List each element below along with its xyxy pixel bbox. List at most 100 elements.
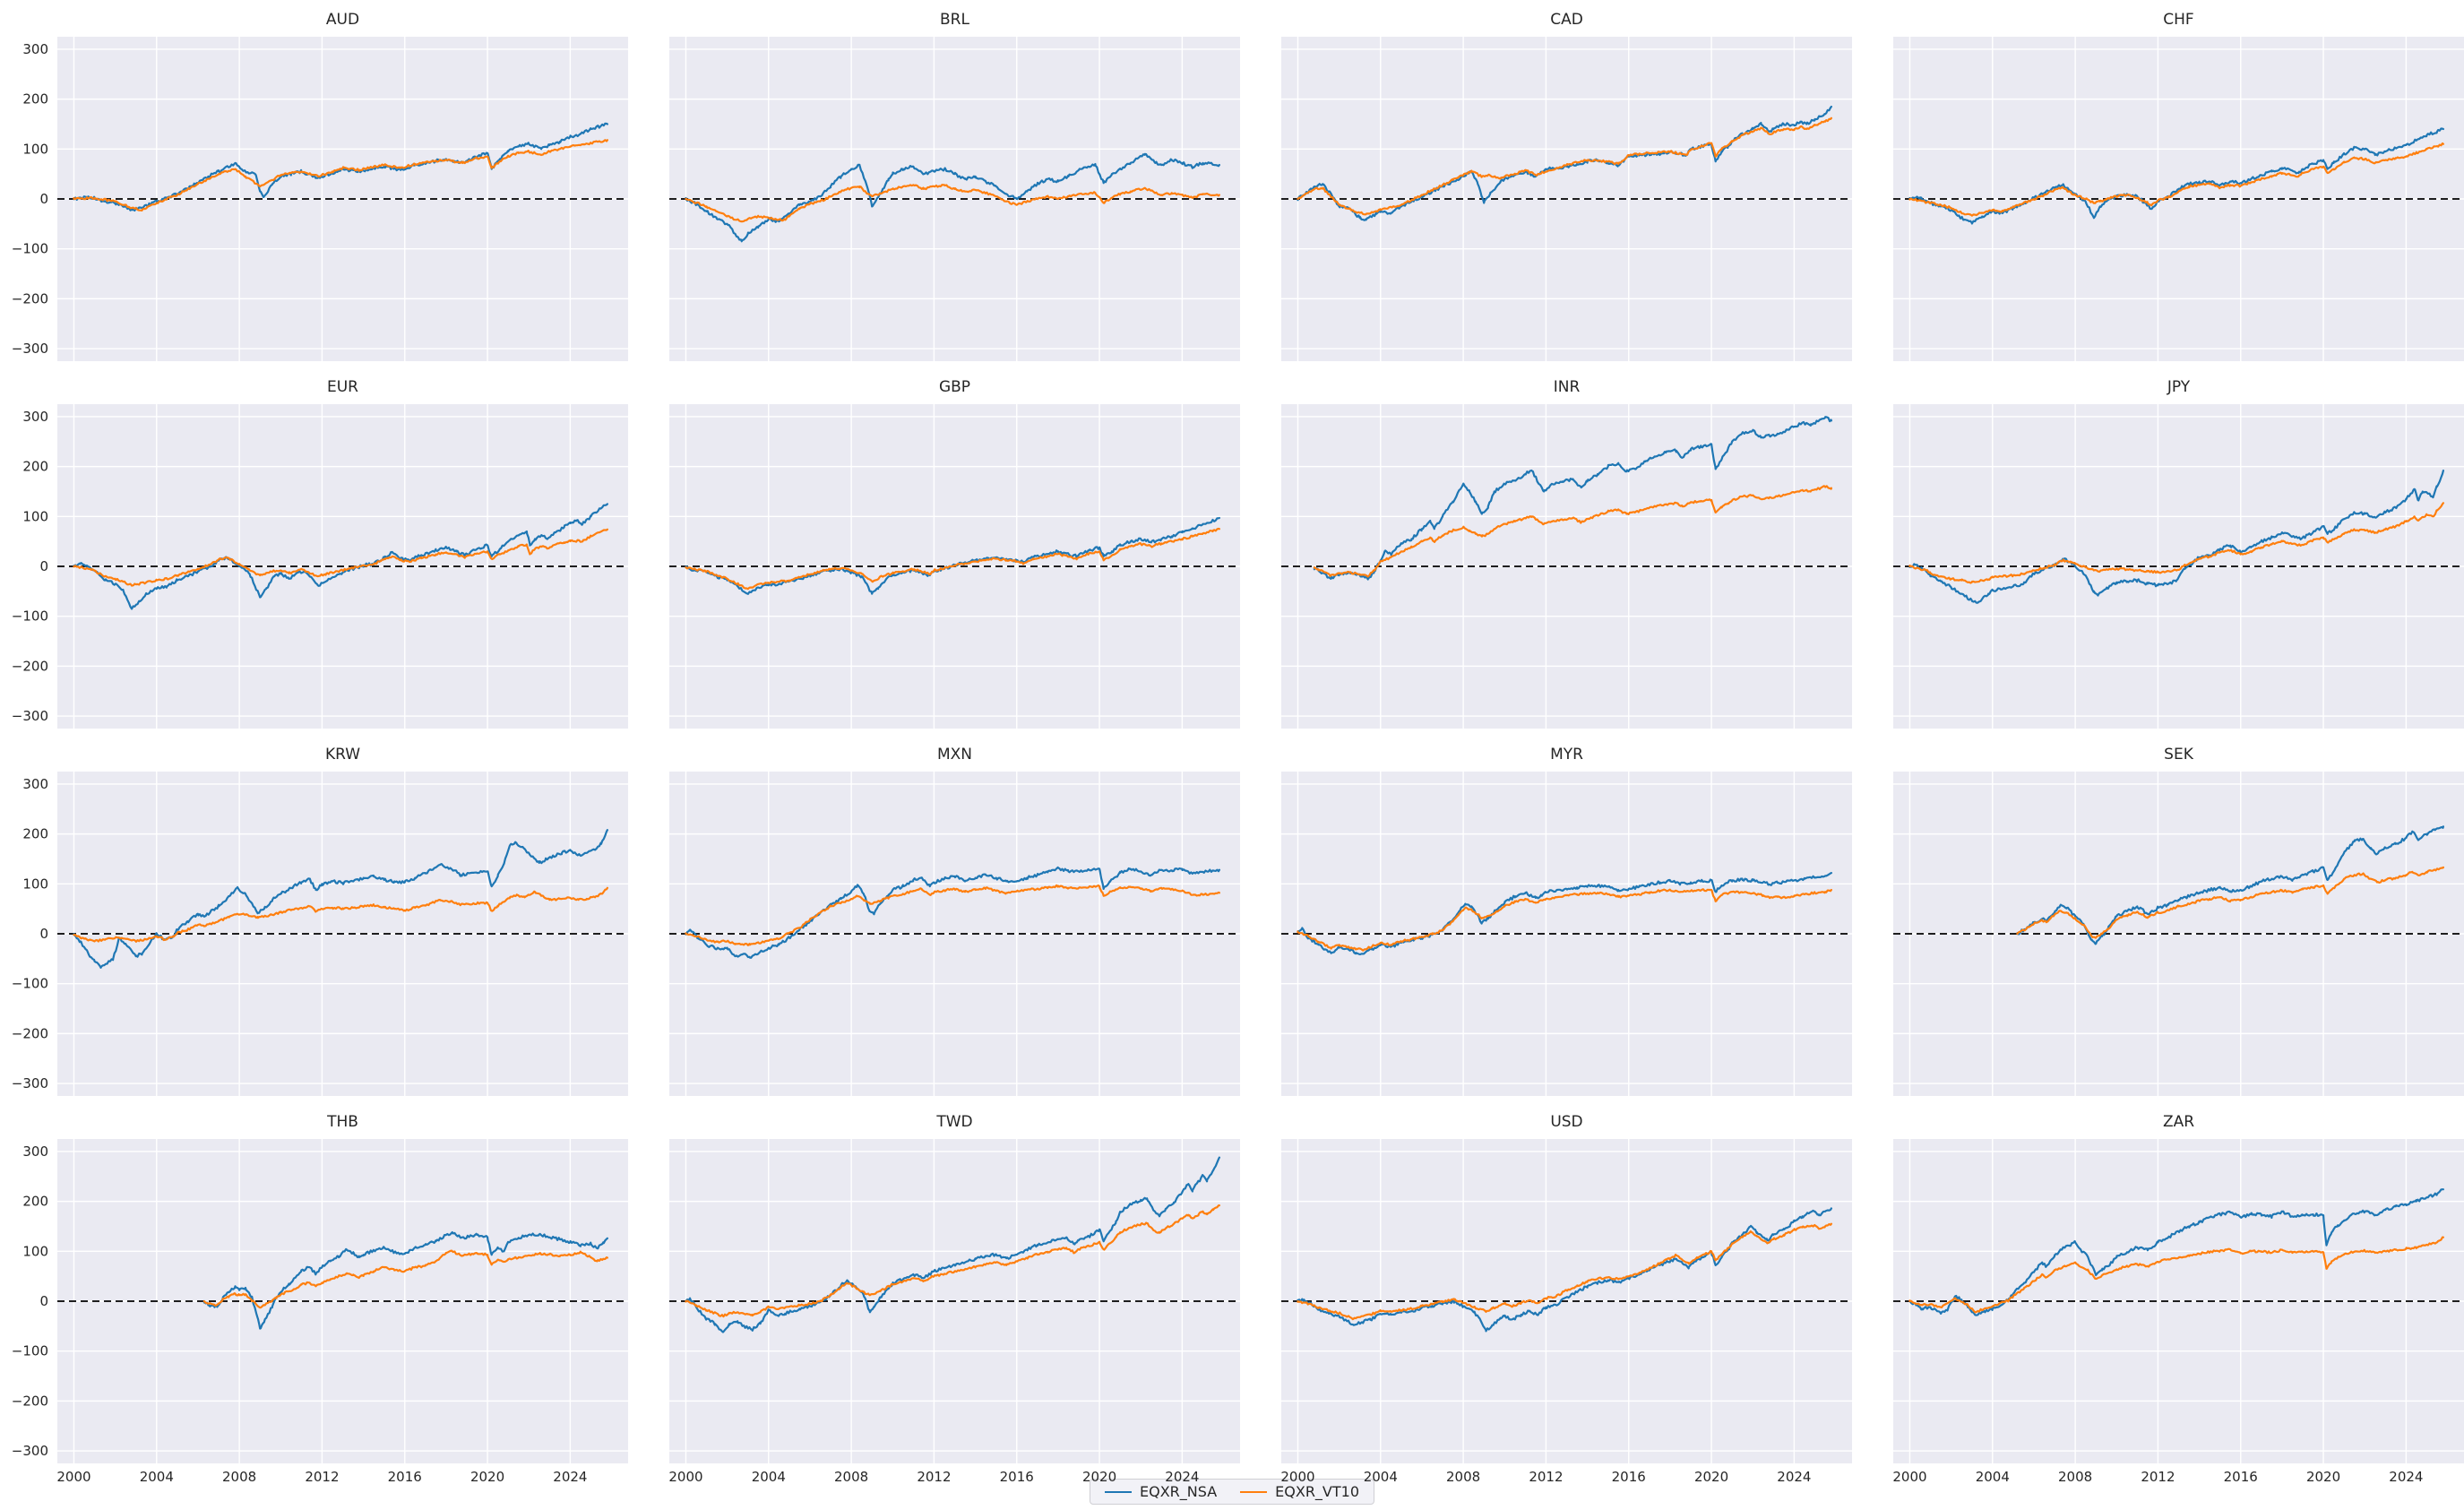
- subplot-title: CHF: [2163, 11, 2194, 29]
- plot-area-sek: [1893, 772, 2464, 1096]
- plot-area-myr: [1281, 772, 1852, 1096]
- subplot-usd: USD 2000 2004 2008 2012 2016 2020 2024: [1280, 1109, 1852, 1485]
- x-tick-label: 2024: [1165, 1469, 1199, 1485]
- subplot-title: THB: [327, 1113, 358, 1131]
- legend-item-eqxr_nsa: EQXR_NSA: [1104, 1483, 1218, 1500]
- plot-area-mxn: [669, 772, 1240, 1096]
- plot-area-chf: [1893, 37, 2464, 361]
- series-eqxr_vt10-jpy: [1908, 502, 2444, 584]
- subplot-inr: INR: [1281, 375, 1852, 729]
- x-tick-label: 2000: [56, 1469, 90, 1485]
- series-eqxr_nsa-twd: [685, 1156, 1220, 1333]
- subplot-title: EUR: [327, 378, 358, 396]
- series-eqxr_nsa-usd: [1297, 1207, 1832, 1333]
- subplot-brl: BRL: [669, 7, 1240, 361]
- series-eqxr_nsa-zar: [1908, 1188, 2444, 1316]
- x-tick-label: 2024: [2389, 1469, 2423, 1485]
- subplot-title: CAD: [1550, 11, 1583, 29]
- y-tick-label: −100: [12, 1343, 48, 1359]
- y-tick-label: 300: [22, 409, 48, 425]
- x-tick-label: 2000: [1280, 1469, 1314, 1485]
- x-tick-label: 2020: [470, 1469, 504, 1485]
- subplot-title: MXN: [936, 746, 973, 764]
- y-tick-label: 200: [22, 91, 48, 108]
- legend: EQXR_NSA EQXR_VT10: [1089, 1479, 1375, 1505]
- y-tick-label: 300: [22, 776, 48, 792]
- subplot-title: SEK: [2164, 746, 2193, 764]
- subplot-eur: EUR 300 200 100 0 −100 −200 −300: [12, 375, 628, 729]
- y-tick-label: 0: [39, 558, 48, 574]
- plot-area-krw: 300 200 100 0 −100 −200 −300: [12, 772, 628, 1096]
- x-tick-label: 2008: [222, 1469, 256, 1485]
- y-tick-label: 100: [22, 141, 48, 157]
- series-eqxr_vt10-aud: [73, 139, 608, 211]
- series-eqxr_vt10-myr: [1297, 888, 1832, 952]
- x-tick-label: 2004: [752, 1469, 786, 1485]
- subplot-krw: KRW 300 200 100 0 −100 −200 −300: [12, 742, 628, 1096]
- subplot-title: MYR: [1550, 746, 1583, 764]
- series-eqxr_vt10-usd: [1297, 1222, 1832, 1321]
- subplot-title: ZAR: [2162, 1113, 2195, 1131]
- series-eqxr_vt10-cad: [1297, 116, 1832, 216]
- subplot-twd: TWD 2000 2004 2008 2012 2016 2020 2024: [668, 1109, 1240, 1485]
- x-tick-label: 2024: [553, 1469, 587, 1485]
- y-tick-label: −100: [12, 608, 48, 625]
- subplot-zar: ZAR 2000 2004 2008 2012 2016 2020 2024: [1892, 1109, 2464, 1485]
- plot-area-zar: 2000 2004 2008 2012 2016 2020 2024: [1892, 1139, 2464, 1485]
- series-eqxr_vt10-gbp: [685, 527, 1220, 591]
- x-tick-label: 2024: [1777, 1469, 1811, 1485]
- x-tick-label: 2000: [668, 1469, 702, 1485]
- x-tick-label: 2008: [1446, 1469, 1480, 1485]
- y-tick-label: 100: [22, 876, 48, 892]
- series-eqxr_vt10-brl: [685, 184, 1220, 223]
- x-tick-label: 2016: [1612, 1469, 1646, 1485]
- y-tick-label: 0: [39, 1293, 48, 1309]
- x-tick-label: 2012: [917, 1469, 951, 1485]
- y-tick-label: −300: [12, 1075, 48, 1092]
- y-tick-label: −100: [12, 241, 48, 257]
- subplot-jpy: JPY: [1893, 375, 2464, 729]
- y-tick-label: −200: [12, 1393, 48, 1409]
- subplot-title: INR: [1553, 378, 1581, 396]
- plot-area-gbp: [669, 404, 1240, 729]
- y-tick-label: −300: [12, 708, 48, 724]
- x-tick-label: 2012: [1529, 1469, 1563, 1485]
- y-tick-label: 100: [22, 1243, 48, 1259]
- y-tick-label: −300: [12, 1443, 48, 1459]
- subplot-title: BRL: [940, 11, 969, 29]
- x-tick-label: 2004: [1976, 1469, 2010, 1485]
- series-eqxr_nsa-eur: [73, 503, 608, 610]
- y-tick-label: 0: [39, 926, 48, 942]
- series-eqxr_nsa-jpy: [1908, 470, 2444, 604]
- subplot-sek: SEK: [1893, 742, 2464, 1096]
- subplot-title: KRW: [324, 746, 361, 764]
- legend-label: EQXR_VT10: [1275, 1483, 1360, 1500]
- legend-label: EQXR_NSA: [1139, 1483, 1218, 1500]
- subplot-aud: AUD 300 200 100 0 −100 −200 −300: [12, 7, 628, 361]
- y-tick-label: −200: [12, 658, 48, 674]
- x-tick-label: 2016: [2224, 1469, 2258, 1485]
- series-eqxr_nsa-inr: [1313, 416, 1832, 581]
- series-eqxr_nsa-mxn: [685, 866, 1220, 959]
- y-tick-label: −200: [12, 290, 48, 306]
- subplot-cad: CAD: [1281, 7, 1852, 361]
- y-tick-label: 200: [22, 1194, 48, 1210]
- x-tick-label: 2016: [1000, 1469, 1034, 1485]
- subplot-thb: THB 300 200 100 0 −100 −200 −300 2000 2004 2008 201…: [12, 1109, 628, 1485]
- plot-area-brl: [669, 37, 1240, 361]
- series-eqxr_vt10-twd: [685, 1204, 1220, 1318]
- subplot-title: JPY: [2167, 378, 2191, 396]
- subplot-title: USD: [1550, 1113, 1583, 1131]
- x-tick-label: 2008: [834, 1469, 868, 1485]
- x-tick-label: 2004: [1364, 1469, 1398, 1485]
- x-tick-label: 2020: [1694, 1469, 1728, 1485]
- y-tick-label: 200: [22, 826, 48, 842]
- series-eqxr_nsa-thb: [202, 1231, 608, 1330]
- y-tick-label: 0: [39, 191, 48, 207]
- series-eqxr_vt10-zar: [1908, 1236, 2444, 1314]
- x-tick-label: 2008: [2058, 1469, 2092, 1485]
- subplot-title: AUD: [325, 11, 360, 29]
- series-eqxr_vt10-eur: [73, 528, 608, 587]
- y-tick-label: −200: [12, 1025, 48, 1041]
